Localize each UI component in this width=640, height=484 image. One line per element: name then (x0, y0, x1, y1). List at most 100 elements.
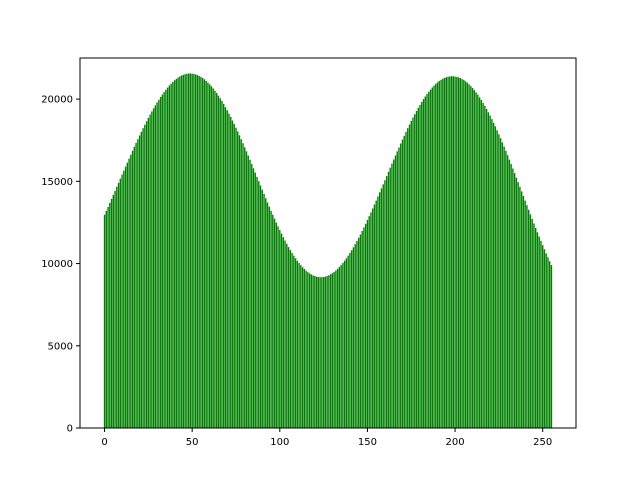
bar-230 (506, 155, 509, 428)
x-tick-label: 0 (101, 437, 107, 448)
bars-group (103, 73, 553, 429)
bar-10 (121, 174, 123, 428)
bar-64 (216, 93, 218, 428)
bar-106 (289, 250, 292, 428)
bar-219 (487, 112, 490, 429)
bar-155 (375, 200, 377, 428)
bar-30 (156, 102, 158, 429)
bar-84 (251, 164, 253, 428)
y-tick-label: 0 (67, 424, 73, 435)
bar-125 (322, 277, 325, 428)
bar-70 (226, 110, 228, 428)
bar-132 (335, 270, 337, 428)
bar-77 (238, 135, 241, 429)
bar-166 (394, 155, 397, 428)
bar-55 (200, 76, 202, 428)
bar-249 (540, 240, 542, 428)
bar-53 (196, 75, 199, 428)
bar-196 (447, 76, 449, 428)
bar-79 (242, 143, 244, 428)
bar-122 (317, 277, 320, 428)
bar-232 (510, 164, 512, 428)
bar-89 (259, 185, 262, 428)
bar-2 (107, 206, 109, 428)
bar-254 (549, 261, 551, 428)
bar-231 (508, 159, 511, 428)
bar-29 (154, 105, 157, 429)
bar-172 (405, 132, 407, 428)
bar-56 (201, 78, 204, 428)
bar-162 (387, 171, 390, 429)
bar-95 (270, 210, 272, 428)
bar-204 (461, 79, 463, 429)
bar-15 (130, 154, 132, 428)
bar-168 (398, 147, 400, 428)
bar-193 (442, 78, 444, 428)
bar-169 (400, 143, 402, 428)
bar-252 (545, 253, 547, 428)
bar-179 (417, 107, 419, 428)
bar-98 (275, 222, 277, 428)
bar-207 (466, 82, 469, 429)
bar-101 (280, 233, 283, 428)
y-axis: 0 5000 10000 15000 20000 (41, 95, 80, 435)
bar-180 (419, 104, 421, 429)
bar-52 (194, 74, 197, 428)
bar-66 (219, 98, 221, 428)
bar-121 (315, 276, 318, 428)
bar-164 (391, 163, 393, 428)
bar-160 (384, 180, 386, 428)
bar-112 (300, 265, 302, 428)
bar-108 (293, 255, 295, 428)
bar-245 (533, 223, 535, 428)
bar-20 (138, 135, 141, 428)
bar-174 (408, 124, 411, 428)
y-tick-label: 10000 (41, 259, 73, 270)
bar-238 (520, 191, 523, 428)
bar-42 (177, 77, 179, 428)
bar-218 (485, 108, 488, 428)
x-tick-label: 250 (533, 437, 552, 448)
y-tick-label: 20000 (41, 95, 73, 106)
bar-27 (151, 111, 153, 428)
bar-36 (166, 87, 169, 428)
bar-96 (272, 214, 274, 428)
bar-170 (401, 139, 404, 428)
bar-195 (445, 77, 447, 429)
bar-0 (103, 214, 106, 428)
bar-82 (247, 155, 249, 428)
bar-237 (519, 186, 521, 428)
bar-247 (536, 232, 539, 428)
bar-129 (329, 274, 332, 428)
bar-119 (312, 275, 314, 428)
bar-189 (435, 83, 437, 428)
x-tick-label: 100 (270, 437, 289, 448)
bar-76 (237, 131, 239, 428)
bar-94 (268, 206, 270, 428)
bar-37 (168, 85, 171, 429)
bar-49 (189, 73, 192, 429)
bar-161 (386, 176, 388, 428)
bar-150 (366, 219, 369, 428)
bar-220 (489, 115, 491, 428)
bar-100 (279, 230, 281, 428)
bar-109 (294, 258, 297, 428)
bar-240 (524, 200, 526, 428)
bar-250 (542, 245, 544, 428)
bar-93 (266, 202, 269, 428)
bar-31 (158, 99, 160, 429)
bar-3 (109, 202, 111, 428)
bar-54 (198, 75, 200, 429)
bar-187 (431, 87, 433, 428)
bar-133 (336, 268, 339, 428)
bar-241 (526, 205, 528, 428)
bar-137 (343, 260, 346, 428)
bar-243 (529, 214, 532, 428)
bar-11 (123, 170, 125, 428)
bar-148 (363, 227, 365, 428)
bar-205 (463, 80, 465, 428)
bar-239 (522, 195, 525, 428)
bar-88 (258, 181, 260, 428)
bar-85 (252, 168, 255, 428)
